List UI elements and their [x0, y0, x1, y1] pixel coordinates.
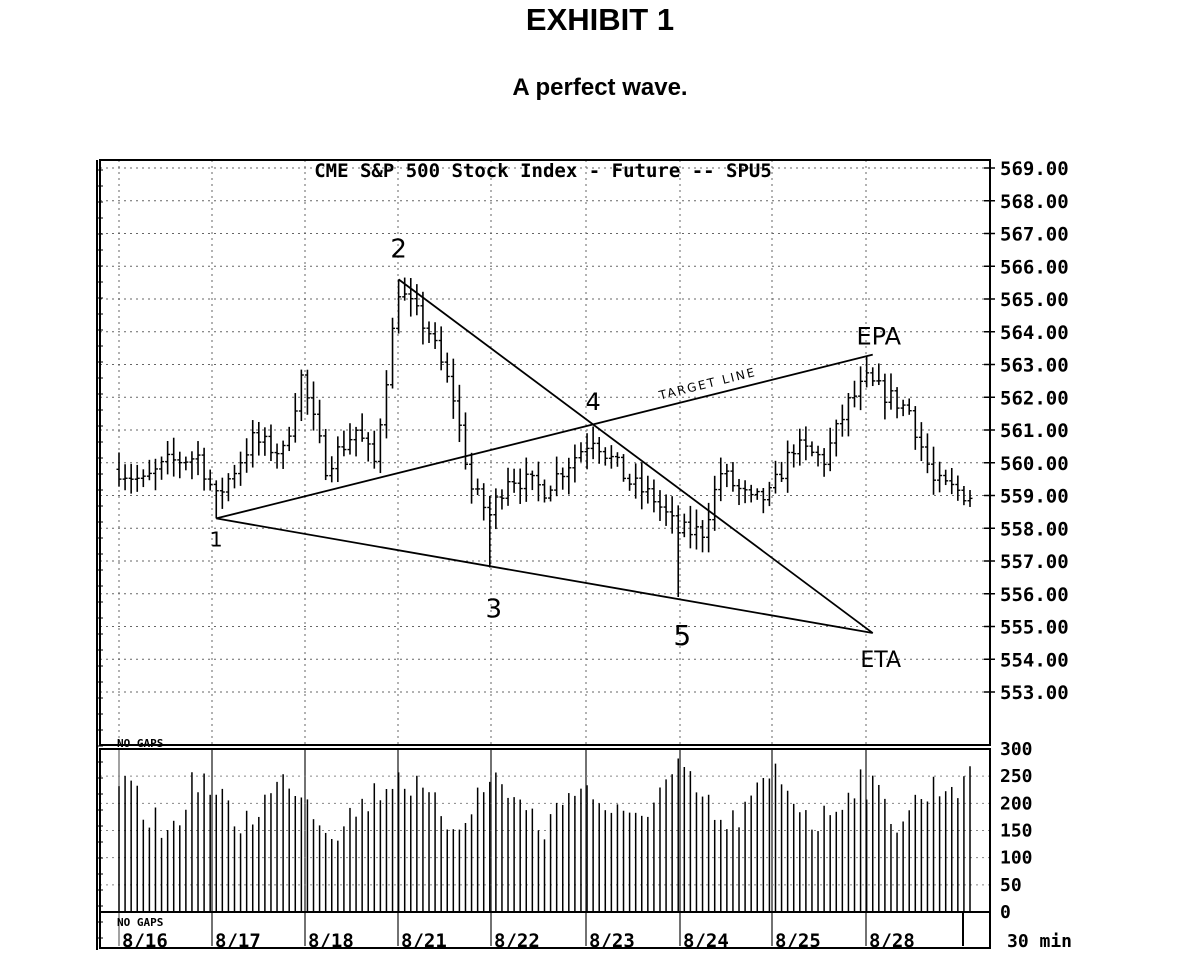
volume-tick-label: 300 — [1000, 739, 1033, 760]
wave-point-label: EPA — [856, 323, 901, 351]
interval-label: 30 min — [1007, 931, 1072, 952]
price-tick-label: 560.00 — [1000, 453, 1069, 475]
date-tick-label: 8/28 — [869, 930, 915, 952]
price-tick-label: 561.00 — [1000, 420, 1069, 442]
price-tick-label: 566.00 — [1000, 256, 1069, 278]
date-tick-label: 8/22 — [494, 930, 540, 952]
price-tick-label: 556.00 — [1000, 584, 1069, 606]
volume-tick-label: 50 — [1000, 875, 1022, 896]
price-tick-label: 553.00 — [1000, 682, 1069, 704]
date-tick-label: 8/23 — [589, 930, 635, 952]
trend-line-1-EPA — [216, 353, 873, 520]
price-tick-label: 559.00 — [1000, 486, 1069, 508]
wave-point-label: 5 — [673, 619, 691, 652]
chart-title: CME S&P 500 Stock Index - Future -- SPU5 — [314, 160, 772, 182]
page-subtitle: A perfect wave. — [512, 74, 688, 101]
wave-point-label: ETA — [860, 648, 901, 673]
date-tick-label: 8/21 — [401, 930, 447, 952]
page-title: EXHIBIT 1 — [525, 2, 675, 37]
volume-tick-label: 150 — [1000, 821, 1033, 842]
date-tick-label: 8/24 — [683, 930, 729, 952]
date-tick-label: 8/25 — [775, 930, 821, 952]
volume-tick-label: 100 — [1000, 848, 1033, 869]
date-tick-label: 8/17 — [215, 930, 261, 952]
price-tick-label: 555.00 — [1000, 617, 1069, 639]
volume-tick-label: 0 — [1000, 902, 1011, 923]
volume-tick-label: 250 — [1000, 766, 1033, 787]
gap-label: NO GAPS — [117, 916, 163, 929]
price-panel-frame — [99, 159, 991, 746]
price-tick-label: 565.00 — [1000, 289, 1069, 311]
volume-tick-label: 200 — [1000, 793, 1033, 814]
price-tick-label: 563.00 — [1000, 355, 1069, 377]
price-tick-label: 567.00 — [1000, 224, 1069, 246]
wave-point-label: 1 — [210, 527, 223, 551]
trend-line-1-ETA — [216, 517, 873, 634]
price-tick-label: 562.00 — [1000, 387, 1069, 409]
gap-label: NO GAPS — [117, 737, 163, 750]
date-strip-frame — [99, 911, 991, 949]
date-tick-label: 8/18 — [308, 930, 354, 952]
price-tick-label: 564.00 — [1000, 322, 1069, 344]
date-tick-label: 8/16 — [122, 930, 168, 952]
wave-point-label: 4 — [585, 388, 600, 416]
price-tick-label: 569.00 — [1000, 158, 1069, 180]
wave-point-label: 2 — [390, 234, 407, 264]
trend-line-2-ETA — [398, 278, 874, 634]
price-tick-label: 557.00 — [1000, 551, 1069, 573]
price-tick-label: 554.00 — [1000, 649, 1069, 671]
price-tick-label: 558.00 — [1000, 518, 1069, 540]
wave-point-label: 3 — [486, 595, 503, 625]
price-tick-label: 568.00 — [1000, 191, 1069, 213]
